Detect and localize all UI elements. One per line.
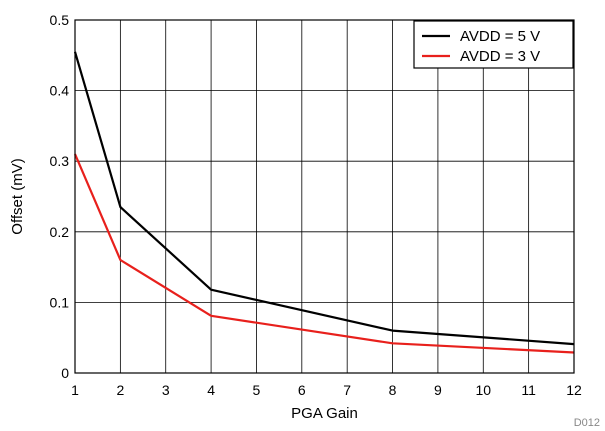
chart-legend: AVDD = 5 V AVDD = 3 V — [413, 20, 574, 69]
x-tick-label: 11 — [521, 382, 536, 398]
x-tick-label: 8 — [389, 382, 397, 398]
x-tick-label: 4 — [207, 382, 215, 398]
legend-label: AVDD = 5 V — [460, 28, 540, 45]
chart-grid — [74, 19, 575, 374]
y-axis-ticks: 0 0.1 0.2 0.3 0.4 0.5 — [50, 12, 70, 381]
x-tick-label: 9 — [434, 382, 442, 398]
x-tick-label: 3 — [162, 382, 170, 398]
x-tick-label: 7 — [343, 382, 351, 398]
y-tick-label: 0.2 — [50, 224, 70, 240]
x-axis-ticks: 1 2 3 4 5 6 7 8 9 10 11 12 — [71, 382, 582, 398]
x-tick-label: 6 — [298, 382, 306, 398]
x-axis-label: PGA Gain — [291, 405, 358, 422]
x-tick-label: 10 — [475, 382, 491, 398]
figure-id: D012 — [574, 417, 600, 429]
plot-area-border — [74, 19, 575, 374]
x-tick-label: 12 — [566, 382, 582, 398]
legend-label: AVDD = 3 V — [460, 48, 540, 65]
series-line-2 — [73, 153, 575, 354]
y-tick-label: 0 — [61, 365, 69, 381]
y-tick-label: 0.3 — [50, 153, 70, 169]
y-tick-label: 0.4 — [50, 83, 70, 99]
series-line-1 — [73, 51, 575, 346]
chart-series — [73, 51, 575, 354]
x-tick-label: 2 — [116, 382, 124, 398]
y-tick-label: 0.1 — [50, 294, 70, 310]
x-tick-label: 1 — [71, 382, 79, 398]
y-axis-label: Offset (mV) — [9, 158, 26, 234]
x-tick-label: 5 — [253, 382, 261, 398]
legend-box — [413, 20, 574, 69]
y-tick-label: 0.5 — [50, 12, 70, 28]
